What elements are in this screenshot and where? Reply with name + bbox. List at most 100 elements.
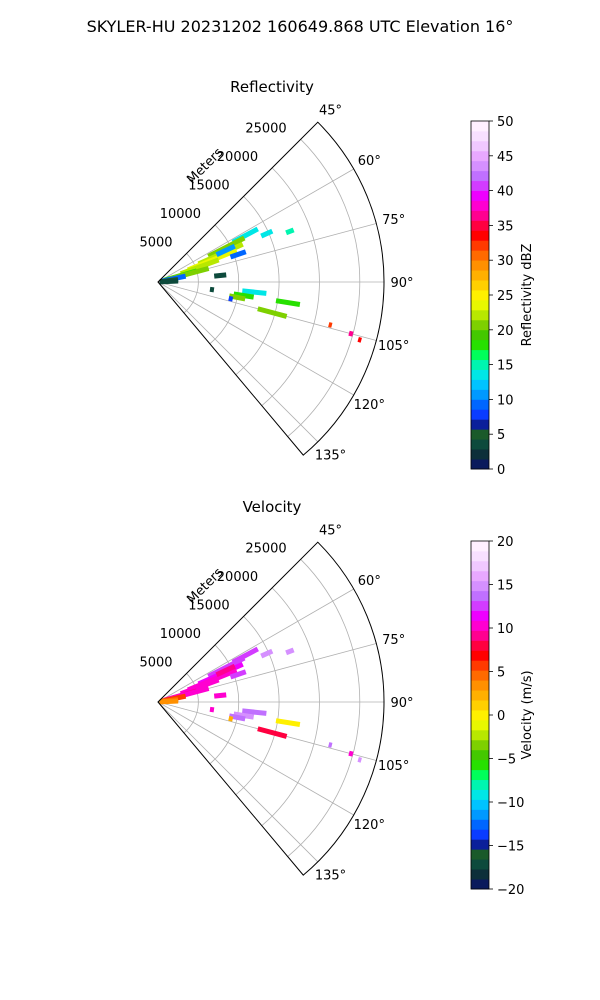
reflectivity-colorbar-band-14 bbox=[471, 319, 489, 331]
velocity-range-tick-label-3: 20000 bbox=[217, 570, 258, 585]
velocity-colorbar-band-1 bbox=[471, 869, 489, 880]
velocity-colorbar-band-11 bbox=[471, 769, 489, 781]
reflectivity-echo-12 bbox=[260, 228, 274, 239]
velocity-colorbar-band-4 bbox=[471, 839, 489, 850]
velocity-colorbar-band-10 bbox=[471, 779, 489, 790]
reflectivity-azimuth-line-5 bbox=[157, 281, 354, 396]
reflectivity-colorbar-band-7 bbox=[471, 389, 489, 400]
reflectivity-colorbar-band-5 bbox=[471, 409, 489, 420]
figure-suptitle: SKYLER-HU 20231202 160649.868 UTC Elevat… bbox=[87, 17, 514, 36]
reflectivity-colorbar-tick-label-3: 15 bbox=[497, 359, 514, 374]
reflectivity-colorbar-tick-label-6: 30 bbox=[497, 254, 514, 269]
velocity-colorbar-band-22 bbox=[471, 660, 489, 671]
velocity-range-tick-label-4: 25000 bbox=[245, 541, 286, 556]
reflectivity-colorbar-band-19 bbox=[471, 270, 489, 281]
velocity-colorbar-band-12 bbox=[471, 759, 489, 771]
reflectivity-colorbar-band-3 bbox=[471, 429, 489, 440]
reflectivity-colorbar-band-33 bbox=[471, 130, 489, 142]
reflectivity-sector-outline bbox=[157, 121, 385, 456]
reflectivity-colorbar-band-25 bbox=[471, 210, 489, 221]
reflectivity-azimuth-tick-label-3: 90° bbox=[390, 276, 413, 291]
reflectivity-range-tick-label-2: 15000 bbox=[188, 178, 229, 193]
reflectivity-colorbar-band-27 bbox=[471, 190, 489, 201]
reflectivity-colorbar-band-15 bbox=[471, 309, 489, 321]
velocity-colorbar-tick-label-6: 10 bbox=[497, 622, 514, 637]
velocity-echo-1 bbox=[207, 655, 246, 679]
reflectivity-colorbar-band-24 bbox=[471, 220, 489, 231]
reflectivity-colorbar-tick-label-10: 50 bbox=[497, 115, 514, 130]
velocity-colorbar-band-23 bbox=[471, 650, 489, 661]
velocity-colorbar-tick-label-1: −15 bbox=[497, 840, 524, 855]
reflectivity-colorbar-tick-label-7: 35 bbox=[497, 219, 514, 234]
velocity-echo-22 bbox=[328, 742, 333, 748]
reflectivity-colorbar: 0 5 10 15 20 25 30 35 40 45 50 bbox=[470, 115, 514, 478]
reflectivity-colorbar-band-26 bbox=[471, 200, 489, 211]
reflectivity-azimuth-tick-label-0: 45° bbox=[319, 103, 342, 118]
velocity-echo-20 bbox=[275, 718, 301, 727]
velocity-azimuth-tick-label-0: 45° bbox=[319, 523, 342, 538]
reflectivity-colorbar-band-17 bbox=[471, 290, 489, 301]
velocity-range-ring-1 bbox=[209, 644, 240, 765]
reflectivity-echo-21 bbox=[257, 306, 288, 319]
velocity-sector-frame bbox=[157, 541, 385, 876]
reflectivity-echo-20 bbox=[275, 298, 301, 307]
velocity-echo-23 bbox=[348, 750, 354, 757]
velocity-echo-14 bbox=[213, 692, 227, 699]
velocity-echo-6 bbox=[229, 669, 247, 680]
reflectivity-title: Reflectivity bbox=[230, 78, 314, 96]
reflectivity-colorbar-band-21 bbox=[471, 250, 489, 261]
velocity-colorbar-band-8 bbox=[471, 799, 489, 810]
velocity-range-tick-label-2: 15000 bbox=[188, 598, 229, 613]
velocity-colorbar-band-31 bbox=[471, 570, 489, 582]
velocity-colorbar-band-30 bbox=[471, 580, 489, 592]
velocity-range-ring-0 bbox=[183, 673, 199, 734]
velocity-colorbar-band-20 bbox=[471, 680, 489, 691]
velocity-colorbar-band-2 bbox=[471, 859, 489, 870]
reflectivity-colorbar-band-10 bbox=[471, 359, 489, 370]
reflectivity-echo-15 bbox=[242, 288, 267, 296]
reflectivity-echo-6 bbox=[229, 249, 247, 260]
reflectivity-echo-14 bbox=[213, 272, 227, 279]
velocity-echo-13 bbox=[285, 647, 295, 656]
velocity-echo-12 bbox=[260, 648, 274, 659]
reflectivity-echo-17 bbox=[228, 293, 246, 302]
reflectivity-colorbar-band-8 bbox=[471, 379, 489, 390]
reflectivity-colorbar-band-6 bbox=[471, 399, 489, 410]
velocity-azimuth-tick-label-5: 120° bbox=[354, 818, 385, 833]
velocity-tick-labels: 45° 60° 75° 90° 105° 120° 135° 5000 10000 15000 20… bbox=[139, 523, 413, 883]
reflectivity-echoes bbox=[159, 226, 362, 343]
velocity-range-ring-2 bbox=[235, 616, 280, 796]
velocity-colorbar-band-16 bbox=[471, 719, 489, 731]
velocity-colorbar-tick-label-8: 20 bbox=[497, 535, 514, 550]
reflectivity-echo-13 bbox=[285, 227, 295, 236]
reflectivity-colorbar-label: Reflectivity dBZ bbox=[520, 244, 535, 347]
velocity-azimuth-tick-label-4: 105° bbox=[378, 759, 409, 774]
velocity-azimuth-line-5 bbox=[157, 701, 354, 816]
velocity-range-tick-label-1: 10000 bbox=[160, 627, 201, 642]
reflectivity-colorbar-band-18 bbox=[471, 280, 489, 291]
reflectivity-azimuth-tick-label-5: 120° bbox=[354, 398, 385, 413]
reflectivity-colorbar-tick-label-2: 10 bbox=[497, 393, 514, 408]
velocity-colorbar-tick-label-3: −5 bbox=[497, 753, 516, 768]
velocity-colorbar-label: Velocity (m/s) bbox=[520, 670, 535, 759]
reflectivity-colorbar-band-1 bbox=[471, 449, 489, 460]
reflectivity-range-ring-2 bbox=[235, 196, 280, 376]
reflectivity-azimuth-tick-label-2: 75° bbox=[382, 213, 405, 228]
velocity-colorbar-band-21 bbox=[471, 670, 489, 681]
reflectivity-colorbar-band-13 bbox=[471, 329, 489, 341]
reflectivity-colorbar-band-16 bbox=[471, 299, 489, 311]
velocity-colorbar-band-29 bbox=[471, 590, 489, 602]
velocity-azimuth-line-1 bbox=[157, 588, 354, 703]
velocity-colorbar-tick-label-5: 5 bbox=[497, 666, 505, 681]
velocity-colorbar-band-3 bbox=[471, 849, 489, 860]
reflectivity-colorbar-band-4 bbox=[471, 419, 489, 430]
reflectivity-range-ring-3 bbox=[261, 167, 320, 406]
velocity-colorbar-band-0 bbox=[471, 879, 489, 890]
reflectivity-range-tick-label-3: 20000 bbox=[217, 150, 258, 165]
reflectivity-echo-11 bbox=[159, 278, 179, 285]
velocity-echo-17 bbox=[228, 713, 246, 722]
reflectivity-azimuth-line-6 bbox=[157, 281, 319, 443]
reflectivity-colorbar-band-2 bbox=[471, 439, 489, 450]
velocity-colorbar-band-19 bbox=[471, 690, 489, 701]
